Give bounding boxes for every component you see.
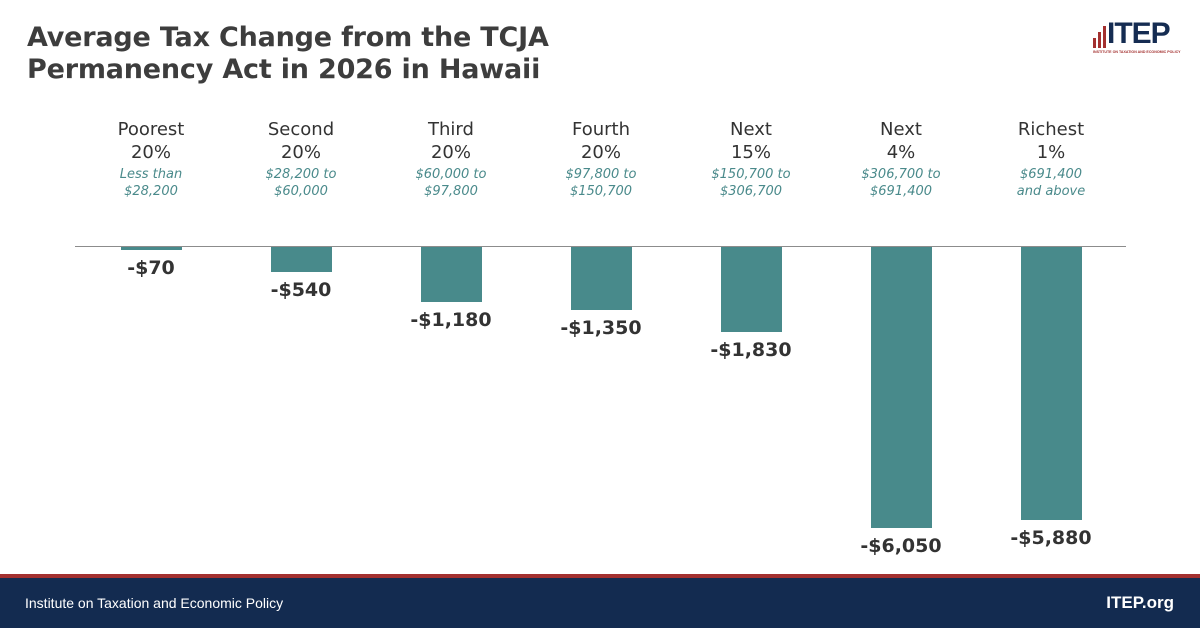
chart-title: Average Tax Change from the TCJA Permane… [27,22,727,86]
footer-stripe [0,574,1200,578]
category-group-label: Next [880,119,922,140]
chart-title-line-1: Average Tax Change from the TCJA [27,22,549,53]
bar [1020,247,1082,521]
category-group-label: 1% [1036,142,1066,163]
category-income-range: $60,000 [274,184,328,199]
data-label: -$540 [270,279,332,302]
category-income-range: $97,800 [424,184,478,199]
category-income-range: $97,800 to [565,167,637,182]
category-income-range: $306,700 to [861,167,941,182]
logo-tagline: INSTITUTE ON TAXATION AND ECONOMIC POLIC… [1093,50,1181,54]
category-label: Poorest 20% Less than $28,200 [76,118,226,200]
data-label: -$1,830 [710,338,792,361]
category-income-range: $60,000 to [415,167,487,182]
zero-baseline [75,246,1126,247]
logo-bars-icon [1093,24,1107,48]
data-label: -$70 [127,257,175,280]
category-group-label: Richest [1017,119,1085,140]
footer: Institute on Taxation and Economic Polic… [0,578,1200,628]
category-income-range: $150,700 to [711,167,791,182]
category-income-range: $150,700 [569,184,633,199]
category-group-label: Second [267,119,335,140]
category-label: Richest 1% $691,400 and above [976,118,1126,200]
category-income-range: $691,400 [1019,167,1083,182]
footer-organization: Institute on Taxation and Economic Polic… [25,595,284,611]
bar [570,247,632,310]
category-group-label: 20% [580,142,621,163]
category-group-label: 20% [430,142,471,163]
category-label: Fourth 20% $97,800 to $150,700 [526,118,676,200]
category-label: Second 20% $28,200 to $60,000 [226,118,376,200]
category-group-label: 15% [730,142,771,163]
category-group-label: 4% [886,142,916,163]
category-income-range: $28,200 [124,184,178,199]
category-label: Next 15% $150,700 to $306,700 [676,118,826,200]
category-label: Next 4% $306,700 to $691,400 [826,118,976,200]
itep-logo: ITEP INSTITUTE ON TAXATION AND ECONOMIC … [1090,17,1185,56]
category-income-range: Less than [119,167,183,182]
chart-title-line-2: Permanency Act in 2026 in Hawaii [27,54,541,85]
bar-chart: Poorest 20% Less than $28,200 -$70 Second 20% $… [75,118,1126,557]
bar [270,247,332,273]
data-label: -$1,180 [410,308,492,331]
data-label: -$5,880 [1010,527,1092,550]
data-label: -$1,350 [560,316,642,339]
category-group-label: Third [428,119,474,140]
category-income-range: $306,700 [719,184,783,199]
category-group-label: 20% [280,142,321,163]
bar [420,247,482,302]
category-label: Third 20% $60,000 to $97,800 [376,118,526,200]
category-group-label: 20% [130,142,171,163]
footer-website-link[interactable]: ITEP.org [1106,593,1174,612]
category-income-range: and above [1016,184,1086,199]
category-income-range: $691,400 [869,184,933,199]
category-group-label: Fourth [572,119,630,140]
category-income-range: $28,200 to [265,167,337,182]
logo-wordmark: ITEP [1107,17,1171,50]
data-label: -$6,050 [860,535,942,557]
bar [120,247,182,251]
bar [720,247,782,332]
category-group-label: Poorest [117,119,185,140]
bar [870,247,932,528]
category-group-label: Next [730,119,772,140]
